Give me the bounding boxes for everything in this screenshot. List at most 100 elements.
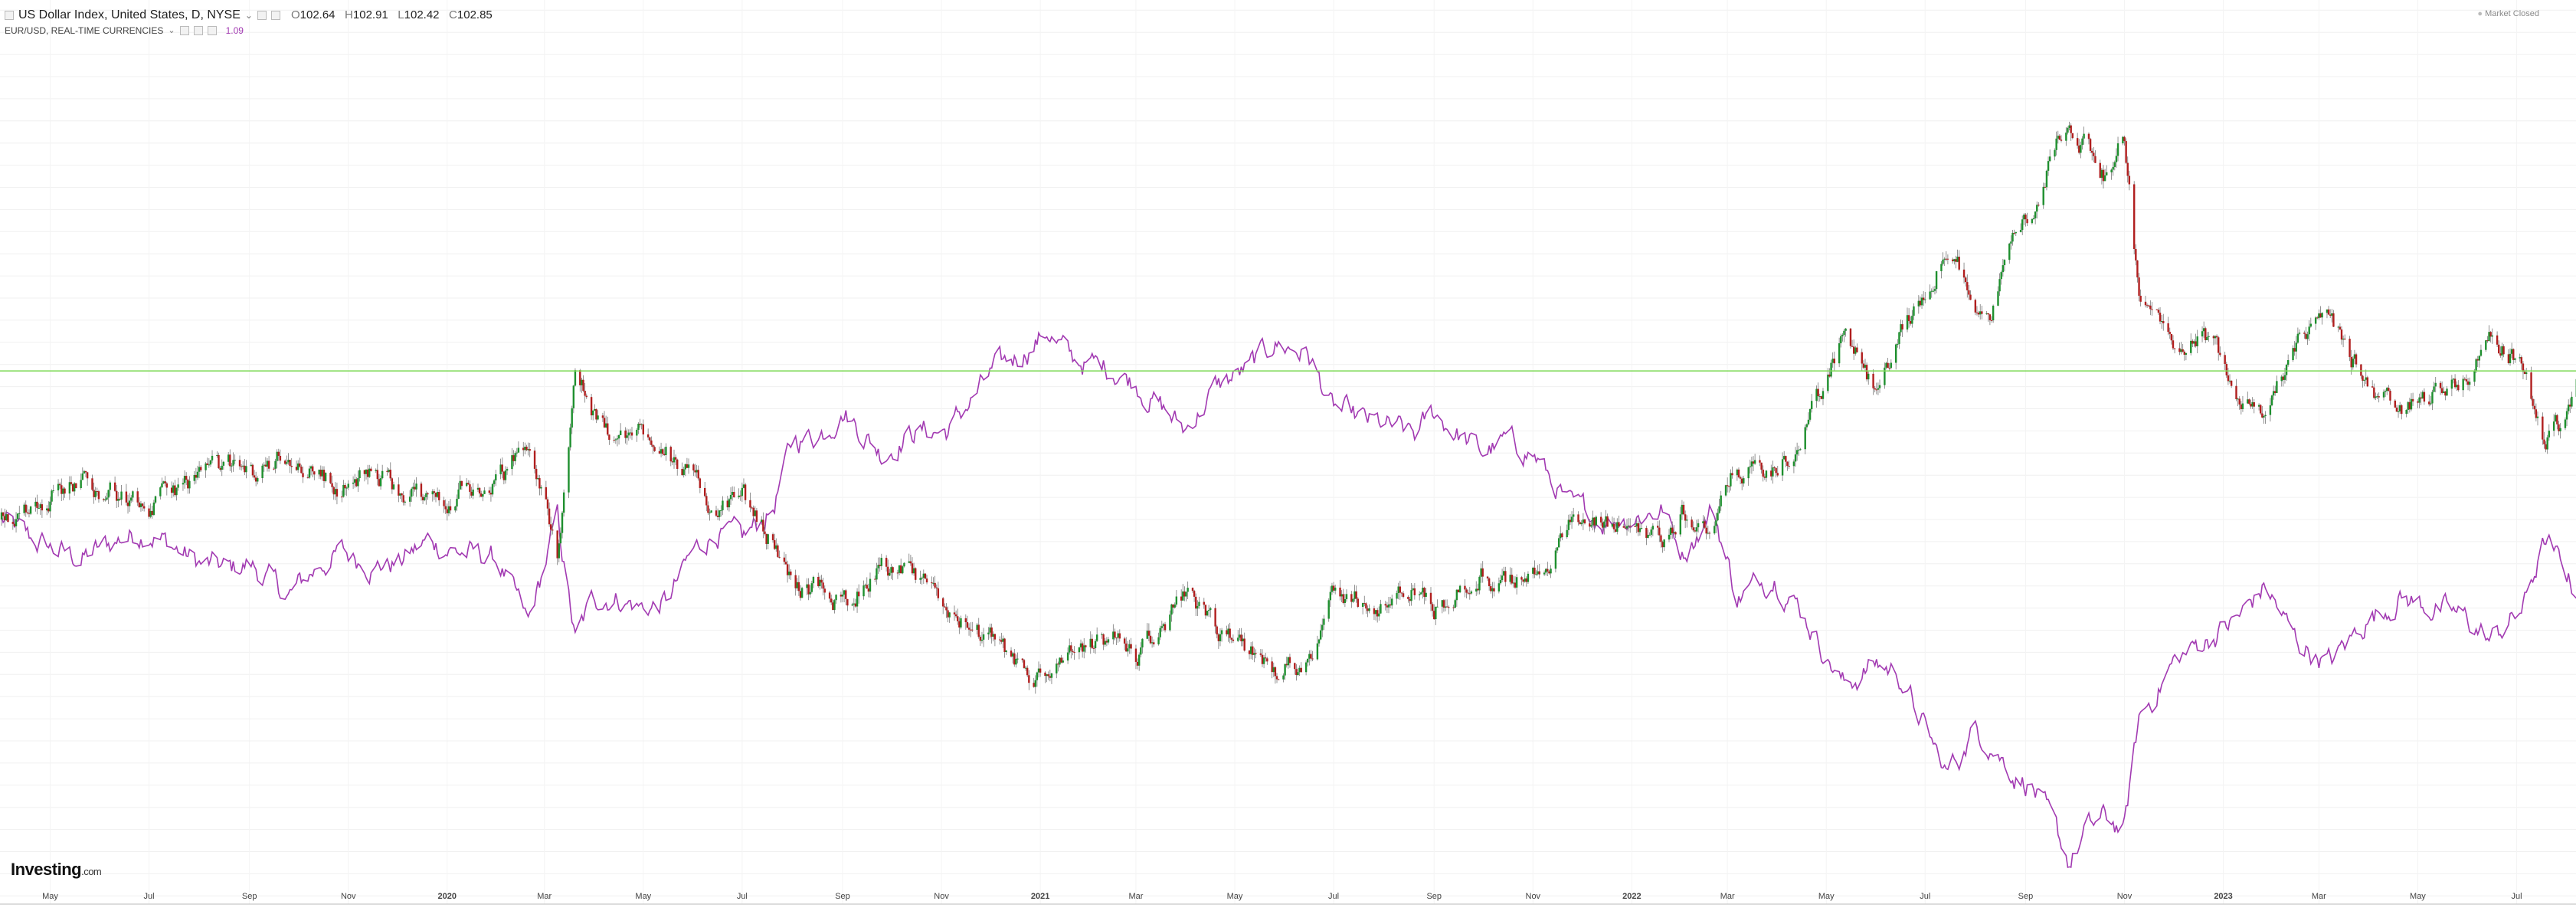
usd-candle xyxy=(1183,591,1185,597)
usd-candle xyxy=(1673,532,1674,533)
usd-candle xyxy=(1209,608,1211,610)
usd-candle xyxy=(1059,657,1060,664)
settings-icon[interactable] xyxy=(194,26,203,35)
usd-candle xyxy=(187,480,188,488)
usd-candle xyxy=(2274,391,2276,393)
usd-candle xyxy=(2558,424,2559,431)
usd-candle xyxy=(2385,391,2386,392)
usd-candle xyxy=(1786,462,1788,466)
usd-candle xyxy=(2388,388,2389,391)
usd-candle xyxy=(1908,315,1910,321)
usd-candle xyxy=(378,479,380,486)
usd-candle xyxy=(1819,396,1821,397)
usd-candle xyxy=(2129,176,2130,185)
settings-icon[interactable] xyxy=(271,11,280,20)
usd-candle xyxy=(1978,313,1979,314)
usd-candle xyxy=(1016,659,1018,660)
chevron-down-icon[interactable]: ⌄ xyxy=(245,8,253,23)
usd-candle xyxy=(23,505,25,513)
usd-candle xyxy=(2044,187,2046,188)
usd-candle xyxy=(2239,398,2240,404)
usd-candle xyxy=(425,493,427,497)
usd-candle xyxy=(1333,585,1334,590)
usd-candle xyxy=(2565,419,2566,428)
usd-candle xyxy=(1877,388,1879,390)
usd-candle xyxy=(2023,215,2024,219)
usd-candle xyxy=(1311,658,1313,659)
usd-candle xyxy=(1363,603,1365,604)
usd-candle xyxy=(1318,640,1320,644)
usd-candle xyxy=(1966,282,1968,290)
x-tick-label: Sep xyxy=(2018,892,2034,901)
usd-candle xyxy=(1187,588,1188,591)
usd-candle xyxy=(1456,590,1458,601)
usd-candle xyxy=(932,583,934,584)
visibility-icon[interactable] xyxy=(257,11,267,20)
usd-candle xyxy=(1809,409,1811,420)
low-label: L xyxy=(398,8,404,21)
usd-candle xyxy=(364,470,365,474)
usd-candle xyxy=(912,563,913,573)
usd-candle xyxy=(1657,526,1658,527)
usd-candle xyxy=(1764,477,1766,478)
usd-candle xyxy=(1533,568,1535,575)
remove-icon[interactable] xyxy=(208,26,217,35)
usd-candle xyxy=(322,470,323,477)
usd-candle xyxy=(1796,450,1798,454)
series-title-usd[interactable]: US Dollar Index, United States, D, NYSE xyxy=(18,8,241,23)
visibility-icon[interactable] xyxy=(180,26,189,35)
usd-candle xyxy=(1250,647,1252,654)
usd-candle xyxy=(98,491,100,499)
usd-candle xyxy=(2002,265,2004,272)
usd-candle xyxy=(1844,329,1846,331)
usd-candle xyxy=(2546,437,2548,450)
usd-candle xyxy=(556,530,558,558)
usd-candle xyxy=(2417,401,2418,403)
x-tick-label: May xyxy=(42,892,58,901)
usd-candle xyxy=(2444,392,2446,395)
usd-candle xyxy=(2545,444,2546,450)
usd-candle xyxy=(1694,530,1696,531)
usd-candle xyxy=(1448,607,1449,608)
usd-candle xyxy=(1294,663,1295,669)
usd-candle xyxy=(255,477,257,481)
usd-candle xyxy=(1137,662,1138,666)
usd-candle xyxy=(1911,316,1913,323)
usd-candle xyxy=(2054,150,2055,156)
usd-candle xyxy=(2216,336,2218,338)
usd-candle xyxy=(2469,382,2470,385)
usd-candle xyxy=(1159,628,1160,637)
usd-candle xyxy=(1169,614,1170,630)
x-tick-label: Sep xyxy=(242,892,257,901)
usd-candle xyxy=(584,391,585,396)
collapse-icon[interactable] xyxy=(5,11,14,20)
usd-candle xyxy=(244,466,245,472)
usd-candle xyxy=(754,510,756,516)
usd-candle xyxy=(1561,533,1563,537)
usd-candle xyxy=(97,491,98,492)
usd-candle xyxy=(1645,528,1647,538)
usd-candle xyxy=(1838,343,1840,363)
usd-candle xyxy=(1956,257,1958,262)
usd-candle xyxy=(514,453,516,461)
usd-candle xyxy=(794,575,796,588)
usd-candle xyxy=(1013,654,1015,665)
usd-candle xyxy=(1425,593,1426,597)
usd-candle xyxy=(1170,605,1172,614)
usd-candle xyxy=(1603,522,1605,528)
usd-candle xyxy=(913,569,915,574)
usd-candle xyxy=(2226,364,2227,375)
chevron-down-icon[interactable]: ⌄ xyxy=(168,23,175,38)
usd-candle xyxy=(2123,137,2125,141)
usd-candle xyxy=(1140,647,1141,654)
usd-candle xyxy=(630,433,631,434)
logo-main: Investing xyxy=(11,860,81,879)
series-title-eur[interactable]: EUR/USD, REAL-TIME CURRENCIES xyxy=(5,23,163,38)
usd-candle xyxy=(1522,580,1524,582)
usd-candle xyxy=(971,630,973,631)
usd-candle xyxy=(265,465,267,467)
x-tick-label: Nov xyxy=(1526,892,1541,901)
usd-candle xyxy=(1232,640,1234,641)
